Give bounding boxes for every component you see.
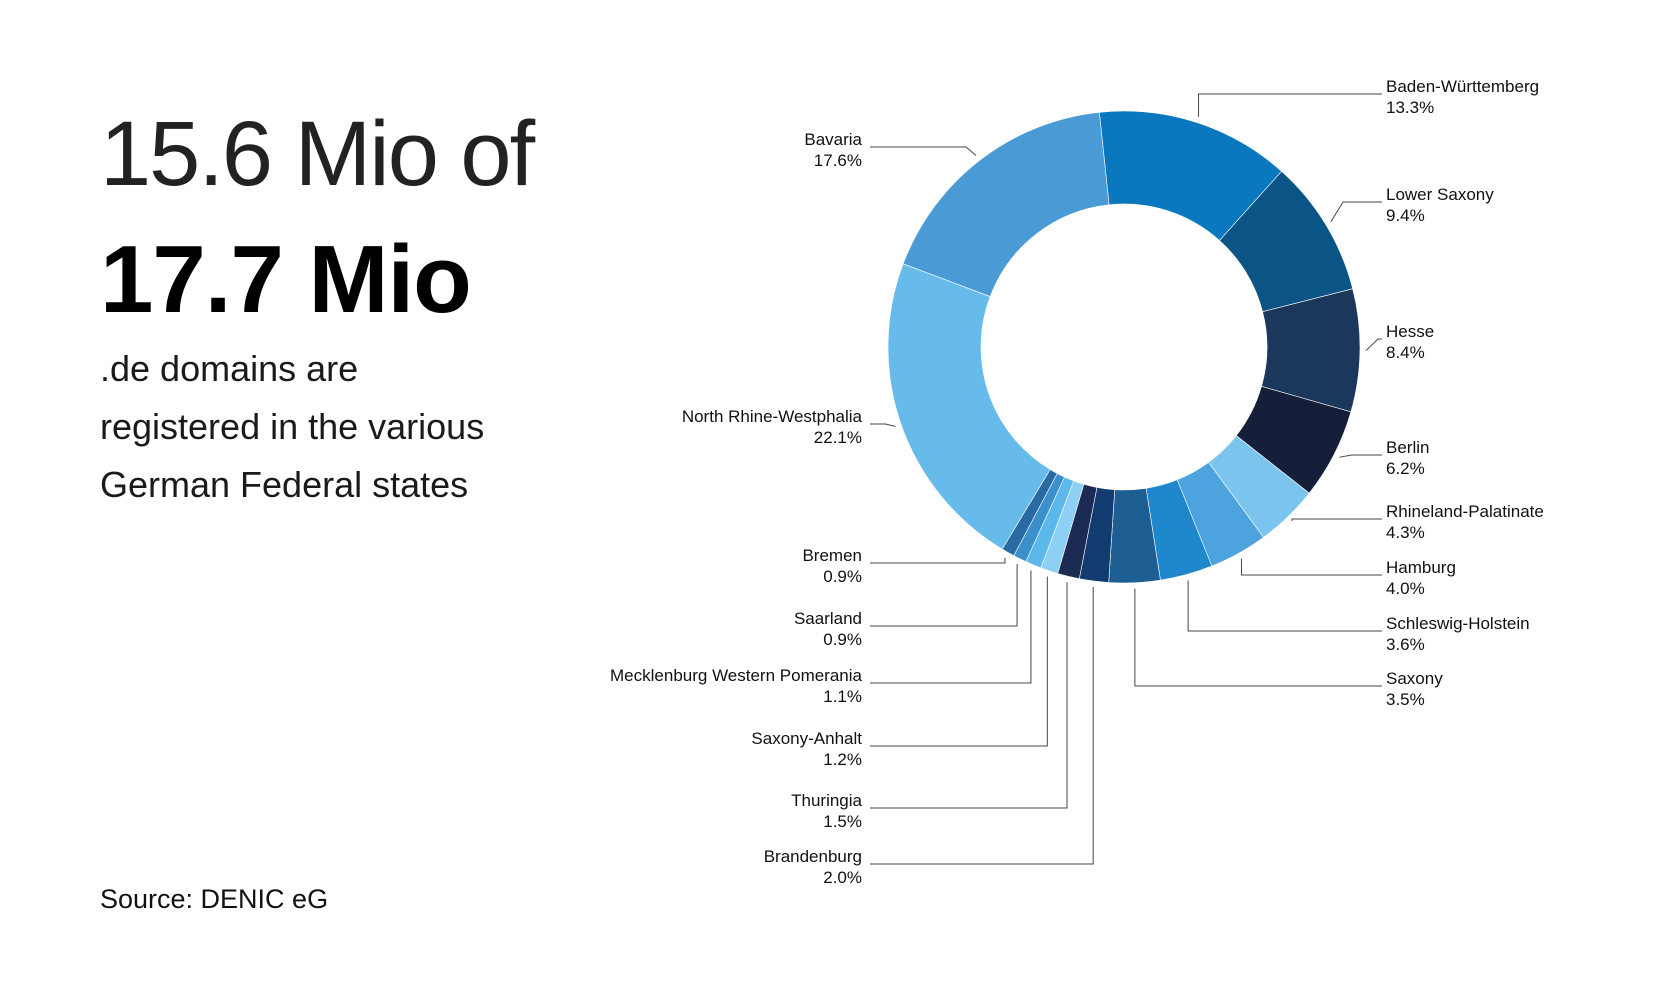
label-thuringia: Thuringia	[791, 791, 862, 810]
subtitle: .de domains are registered in the variou…	[100, 340, 484, 514]
label-saxony-anhalt: Saxony-Anhalt	[751, 729, 862, 748]
subtitle-line-2: registered in the various	[100, 406, 485, 447]
label-rhineland-palatinate: Rhineland-Palatinate	[1386, 502, 1544, 521]
value-label-schleswig-holstein: 3.6%	[1386, 635, 1425, 654]
leader-lower-saxony	[1330, 201, 1382, 222]
leader-hesse	[1365, 338, 1382, 351]
subtitle-line-1: .de domains are	[100, 348, 359, 389]
value-label-bavaria: 17.6%	[814, 151, 862, 170]
value-label-baden-w-rttemberg: 13.3%	[1386, 98, 1434, 117]
value-label-hamburg: 4.0%	[1386, 579, 1425, 598]
label-brandenburg: Brandenburg	[764, 847, 862, 866]
leader-bavaria	[870, 146, 977, 156]
leader-saarland	[870, 564, 1018, 627]
value-label-berlin: 6.2%	[1386, 459, 1425, 478]
label-lower-saxony: Lower Saxony	[1386, 185, 1494, 204]
subtitle-line-3: German Federal states	[100, 464, 469, 505]
value-label-saarland: 0.9%	[823, 630, 862, 649]
label-hesse: Hesse	[1386, 322, 1434, 341]
value-label-saxony: 3.5%	[1386, 690, 1425, 709]
value-label-north-rhine-westphalia: 22.1%	[814, 428, 862, 447]
headline-registered: 15.6 Mio of	[100, 103, 535, 205]
label-saxony: Saxony	[1386, 669, 1443, 688]
label-saarland: Saarland	[794, 609, 862, 628]
leader-saxony-anhalt	[870, 576, 1048, 747]
label-north-rhine-westphalia: North Rhine-Westphalia	[682, 407, 863, 426]
label-baden-w-rttemberg: Baden-Württemberg	[1386, 77, 1539, 96]
value-label-lower-saxony: 9.4%	[1386, 206, 1425, 225]
slice-north-rhine-westphalia	[887, 263, 1051, 550]
leader-thuringia	[870, 582, 1068, 809]
slice-bavaria	[902, 111, 1110, 297]
label-schleswig-holstein: Schleswig-Holstein	[1386, 614, 1530, 633]
label-bavaria: Bavaria	[804, 130, 862, 149]
leader-berlin	[1339, 454, 1382, 458]
value-label-mecklenburg-western-pomerania: 1.1%	[823, 687, 862, 706]
leader-bremen	[870, 557, 1006, 564]
leader-north-rhine-westphalia	[870, 423, 896, 427]
value-label-hesse: 8.4%	[1386, 343, 1425, 362]
leader-baden-w-rttemberg	[1198, 93, 1382, 117]
value-label-bremen: 0.9%	[823, 567, 862, 586]
leader-hamburg	[1240, 558, 1382, 576]
value-label-rhineland-palatinate: 4.3%	[1386, 523, 1425, 542]
label-bremen: Bremen	[802, 546, 862, 565]
leader-mecklenburg-western-pomerania	[870, 570, 1032, 684]
leader-schleswig-holstein	[1187, 580, 1382, 632]
leader-saxony	[1134, 588, 1382, 687]
label-mecklenburg-western-pomerania: Mecklenburg Western Pomerania	[610, 666, 863, 685]
label-berlin: Berlin	[1386, 438, 1429, 457]
headline-total: 17.7 Mio	[100, 226, 472, 333]
source-note: Source: DENIC eG	[100, 884, 329, 914]
label-hamburg: Hamburg	[1386, 558, 1456, 577]
value-label-brandenburg: 2.0%	[823, 868, 862, 887]
value-label-thuringia: 1.5%	[823, 812, 862, 831]
leader-rhineland-palatinate	[1291, 518, 1382, 522]
leader-brandenburg	[870, 587, 1094, 865]
value-label-saxony-anhalt: 1.2%	[823, 750, 862, 769]
